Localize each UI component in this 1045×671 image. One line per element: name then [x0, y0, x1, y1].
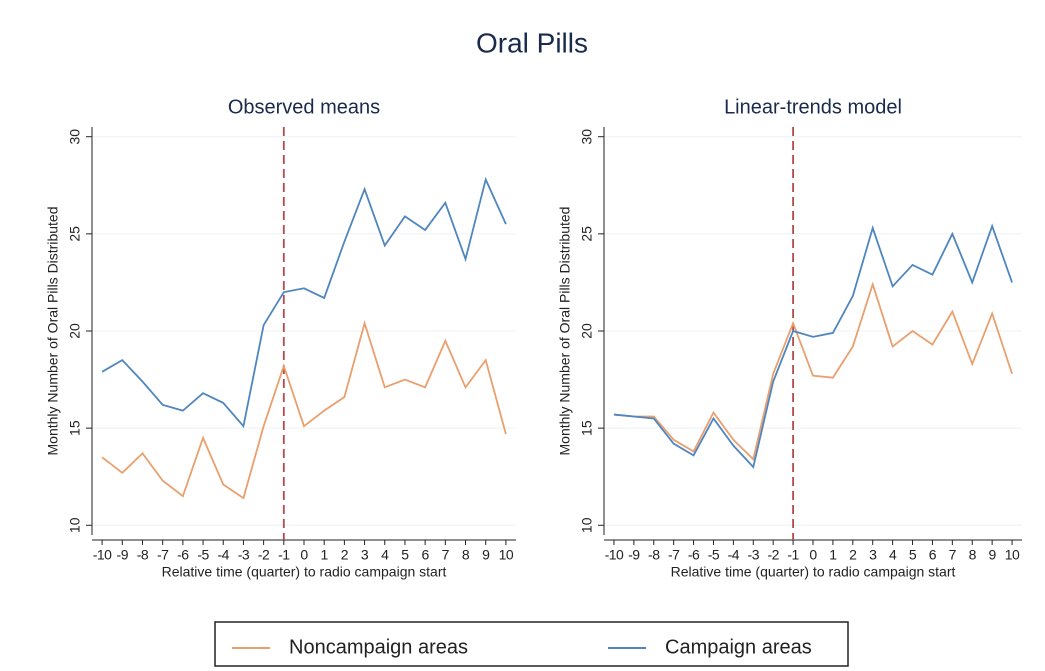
x-tick-label: -4	[218, 547, 230, 563]
legend-label: Noncampaign areas	[289, 636, 468, 658]
x-tick-label: -7	[668, 547, 680, 563]
x-tick-label: -1	[278, 547, 290, 563]
x-tick-label: 6	[421, 547, 429, 563]
x-tick-label: -7	[157, 547, 169, 563]
legend-box	[214, 621, 849, 667]
x-tick-label: 9	[988, 547, 996, 563]
x-tick-label: -3	[238, 547, 250, 563]
y-tick-label: 10	[67, 517, 83, 533]
y-tick-label: 25	[579, 226, 595, 242]
x-tick-label: -6	[177, 547, 189, 563]
x-tick-label: 7	[949, 547, 957, 563]
x-tick-label: -10	[605, 547, 624, 563]
x-tick-label: 10	[499, 547, 514, 563]
x-tick-label: -2	[767, 547, 779, 563]
x-tick-label: -8	[137, 547, 149, 563]
y-axis-label: Monthly Number of Oral Pills Distributed	[557, 207, 573, 456]
x-tick-label: 5	[401, 547, 409, 563]
y-tick-label: 20	[579, 323, 595, 339]
x-axis-label: Relative time (quarter) to radio campaig…	[162, 564, 447, 580]
series-line	[613, 281, 1013, 461]
x-tick-label: -2	[258, 547, 270, 563]
series-line	[101, 320, 507, 500]
x-tick-label: 7	[442, 547, 450, 563]
x-tick-label: 6	[929, 547, 937, 563]
x-tick-label: 8	[462, 547, 470, 563]
x-axis-label: Relative time (quarter) to radio campaig…	[671, 564, 956, 580]
y-tick-label: 30	[579, 129, 595, 145]
x-tick-label: 3	[361, 547, 369, 563]
x-tick-label: 8	[969, 547, 977, 563]
panel-title: Linear-trends model	[724, 96, 902, 118]
x-tick-label: -9	[628, 547, 640, 563]
x-tick-label: 5	[909, 547, 917, 563]
x-tick-label: 3	[869, 547, 877, 563]
x-tick-label: 0	[300, 547, 308, 563]
x-tick-label: -8	[648, 547, 660, 563]
x-tick-label: 2	[849, 547, 857, 563]
x-tick-label: -4	[728, 547, 740, 563]
y-tick-label: 20	[67, 323, 83, 339]
legend-label: Campaign areas	[665, 636, 812, 658]
x-tick-label: 0	[809, 547, 817, 563]
panel-title: Observed means	[228, 96, 380, 118]
x-tick-label: 4	[889, 547, 897, 563]
x-tick-label: 1	[321, 547, 329, 563]
x-tick-label: -6	[688, 547, 700, 563]
x-tick-label: -5	[708, 547, 720, 563]
y-axis-label: Monthly Number of Oral Pills Distributed	[45, 207, 61, 456]
x-tick-label: -9	[117, 547, 129, 563]
x-tick-label: -3	[748, 547, 760, 563]
x-tick-label: -10	[93, 547, 112, 563]
x-tick-label: -5	[197, 547, 209, 563]
x-tick-label: -1	[787, 547, 799, 563]
y-tick-label: 15	[67, 420, 83, 436]
x-tick-label: 4	[381, 547, 389, 563]
series-line	[101, 176, 507, 429]
series-line	[613, 223, 1013, 469]
x-tick-label: 10	[1005, 547, 1020, 563]
y-tick-label: 25	[67, 226, 83, 242]
x-tick-label: 9	[482, 547, 490, 563]
x-tick-label: 2	[341, 547, 349, 563]
y-tick-label: 30	[67, 129, 83, 145]
x-tick-label: 1	[829, 547, 837, 563]
chart-title: Oral Pills	[476, 27, 588, 58]
y-tick-label: 15	[579, 420, 595, 436]
y-tick-label: 10	[579, 517, 595, 533]
